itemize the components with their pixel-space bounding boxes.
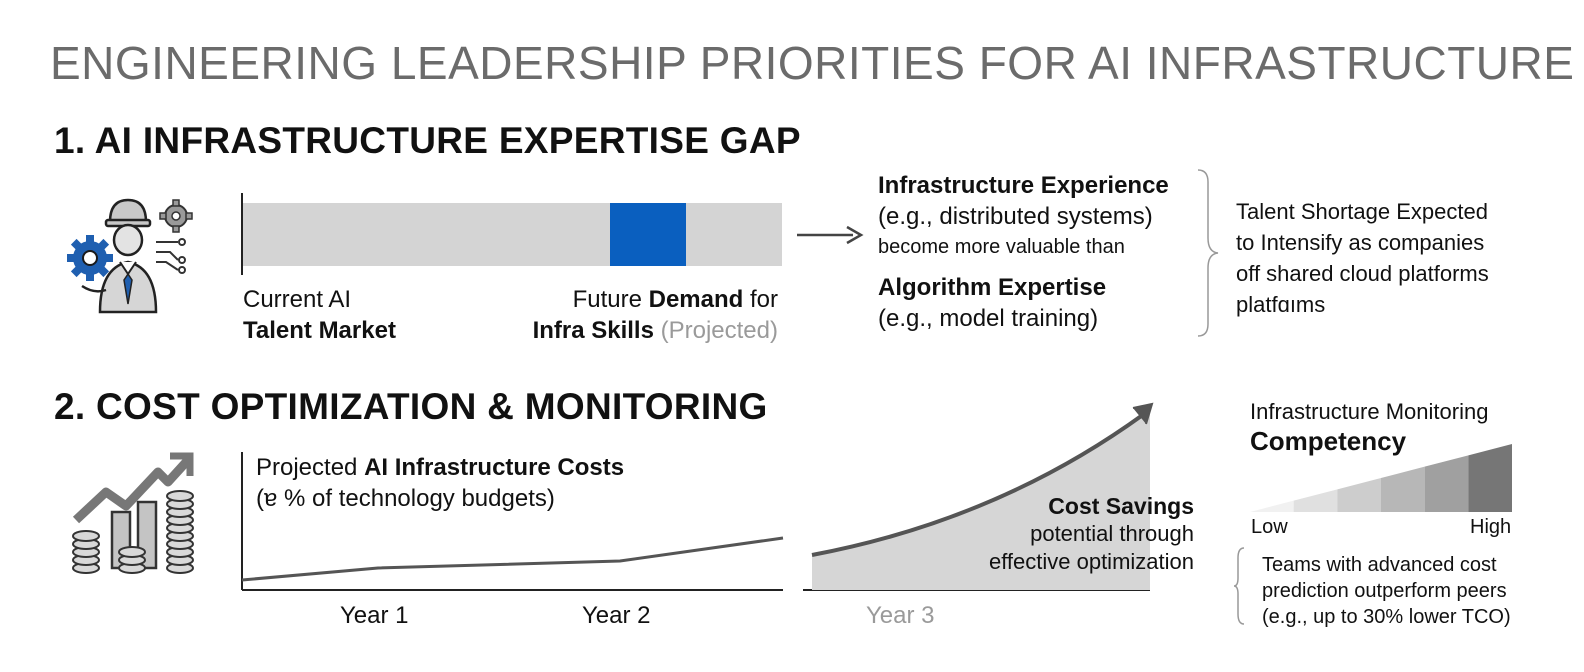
cost-savings-area — [812, 408, 1150, 590]
scale-step-3 — [1337, 478, 1381, 512]
grouping-brace — [1197, 169, 1219, 337]
projection-arrowhead — [1132, 402, 1154, 425]
cost-savings-annotation: Cost Savings potential through effective… — [988, 493, 1194, 574]
chart-label: Projected AI Infrastructure Costs (ɐ % o… — [256, 454, 625, 512]
scale-step-4 — [1381, 466, 1425, 512]
scale-step-2 — [1293, 489, 1338, 512]
monitoring-title: Infrastructure Monitoring — [1250, 399, 1489, 424]
teams-note: Teams with advanced cost prediction outp… — [1262, 554, 1511, 628]
growth-chart-with-coins-icon — [72, 452, 194, 574]
page-title: ENGINEERING LEADERSHIP PRIORITIES FOR AI… — [50, 37, 1575, 89]
x-tick-year-3: Year 3 — [866, 602, 935, 629]
right-arrow-icon — [797, 225, 864, 245]
x-tick-year-2: Year 2 — [582, 602, 651, 629]
scale-low-label: Low — [1251, 516, 1288, 538]
scale-high-label: High — [1470, 516, 1512, 538]
teams-note-brace — [1233, 547, 1245, 625]
infra-experience-example: (e.g., distributed systems) — [878, 203, 1153, 230]
future-demand-label: Future Demand for Infra Skills (Projecte… — [532, 286, 778, 344]
competency-scale — [1250, 444, 1512, 512]
future-demand-highlight — [610, 203, 686, 266]
cost-projection-chart — [241, 402, 1154, 591]
scale-step-6 — [1468, 444, 1512, 512]
section-heading-cost-optimization: 2. COST OPTIMIZATION & MONITORING — [54, 386, 768, 427]
scale-step-5 — [1424, 455, 1469, 512]
cost-trend-line — [241, 536, 784, 582]
projected-cost-curve — [811, 412, 1146, 557]
comparison-connector: become more valuable than — [878, 236, 1125, 258]
engineer-with-gears-icon — [67, 198, 193, 314]
section-heading-expertise-gap: 1. AI INFRASTRUCTURE EXPERTISE GAP — [54, 120, 801, 161]
talent-market-bar — [243, 203, 782, 266]
current-market-label: Current AI Talent Market — [243, 286, 396, 344]
algorithm-expertise-title: Algorithm Expertise — [878, 274, 1107, 301]
monitoring-competency-label: Competency — [1250, 426, 1407, 456]
scale-step-1 — [1250, 500, 1294, 512]
x-tick-year-1: Year 1 — [340, 602, 409, 629]
experience-comparison: Infrastructure Experience (e.g., distrib… — [878, 170, 1169, 334]
bar-axis-line — [241, 193, 243, 275]
talent-shortage-note: Talent Shortage Expected to Intensify as… — [1236, 199, 1489, 317]
infra-experience-title: Infrastructure Experience — [878, 172, 1169, 199]
algorithm-expertise-example: (e.g., model training) — [878, 305, 1099, 332]
